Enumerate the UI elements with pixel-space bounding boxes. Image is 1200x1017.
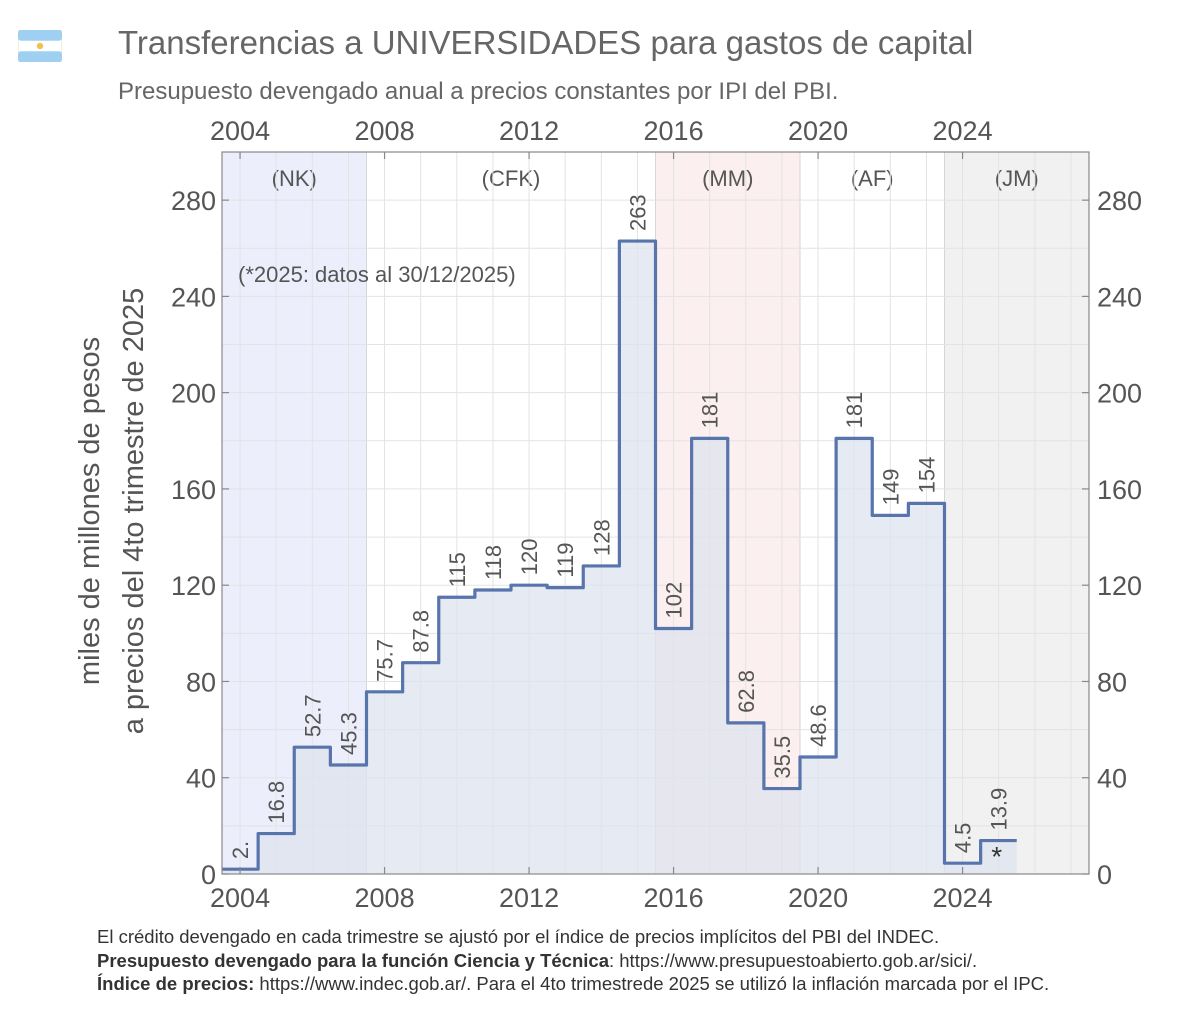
footer-line-1: El crédito devengado en cada trimestre s…	[97, 926, 940, 947]
period-label: (CFK)	[482, 166, 541, 191]
series-area	[222, 239, 1017, 875]
data-label: 4.5	[951, 823, 976, 854]
data-label: 120	[517, 538, 542, 575]
x-tick-label: 2024	[933, 883, 993, 913]
footer-line-2-text: : https://www.presupuestoabierto.gob.ar/…	[608, 949, 978, 971]
y-tick-label: 40	[1097, 764, 1127, 794]
footer-line-2-bold: Presupuesto devengado para la función Ci…	[97, 949, 609, 971]
x-tick-label: 2012	[499, 116, 559, 146]
data-label: 263	[625, 194, 650, 231]
x-tick-label: 2016	[644, 883, 704, 913]
x-tick-label: 2008	[355, 116, 415, 146]
y-tick-label: 0	[1097, 860, 1112, 890]
data-label: 45.3	[336, 712, 361, 755]
footer-notes: El crédito devengado en cada trimestre s…	[97, 925, 1049, 996]
period-label: (MM)	[702, 166, 753, 191]
argentina-flag-icon	[18, 30, 62, 62]
y-tick-label: 240	[171, 282, 216, 312]
data-label: 48.6	[806, 704, 831, 747]
y-tick-label: 120	[171, 571, 216, 601]
x-tick-label: 2012	[499, 883, 559, 913]
y-tick-label: 240	[1097, 282, 1142, 312]
x-tick-label: 2020	[788, 883, 848, 913]
data-label: 52.7	[300, 694, 325, 737]
y-tick-label: 200	[1097, 379, 1142, 409]
y-tick-label: 160	[1097, 475, 1142, 505]
y-tick-label: 200	[171, 379, 216, 409]
data-label: 119	[553, 543, 578, 578]
x-tick-label: 2008	[355, 883, 415, 913]
plot-frame	[221, 151, 1090, 875]
data-label: 16.8	[264, 781, 289, 824]
x-tick-label: 2024	[933, 116, 993, 146]
footer-line-3: Índice de precios: https://www.indec.gob…	[97, 972, 1049, 996]
data-label: 13.9	[987, 788, 1012, 831]
period-label: (JM)	[995, 166, 1039, 191]
y-tick-label: 80	[1097, 667, 1127, 697]
axes: 0 0 40 40 80 80 120 120 160 160 200 200 240 240 280 280…	[171, 116, 1142, 913]
data-label: 181	[842, 392, 867, 429]
y-tick-label: 80	[186, 667, 216, 697]
footer-line-3-bold: Índice de precios:	[97, 973, 255, 994]
chart-subtitle: Presupuesto devengado anual a precios co…	[118, 78, 839, 105]
x-tick-label: 2004	[210, 883, 270, 913]
x-tick-label: 2004	[210, 116, 270, 146]
chart-title: Transferencias a UNIVERSIDADES para gast…	[118, 24, 974, 61]
y-axis-label-line1: miles de millones de pesos	[74, 337, 106, 685]
y-axis-label-line2: a precios del 4to trimestre de 2025	[118, 288, 150, 735]
data-label: 62.8	[734, 670, 759, 713]
x-tick-label: 2020	[788, 116, 848, 146]
data-label: 102	[662, 582, 687, 619]
y-tick-label: 0	[201, 860, 216, 890]
data-labels: 2. 16.8 52.7 45.3 75.7 87.8 115 118 120 119 128 263…	[228, 194, 1012, 872]
data-label: 118	[481, 545, 506, 580]
y-tick-label: 160	[171, 475, 216, 505]
chart-canvas: (NK) (CFK) (MM) (AF) (JM) 2. 16.8 52.7 45.3 75.7…	[74, 116, 1142, 913]
data-label: 149	[878, 469, 903, 506]
x-tick-label: 2016	[644, 116, 704, 146]
y-tick-label: 40	[186, 764, 216, 794]
data-label: 87.8	[409, 610, 434, 653]
period-label: (NK)	[272, 166, 317, 191]
asterisk-mark: *	[991, 841, 1002, 872]
data-label: 2.	[228, 841, 253, 859]
data-label: 115	[445, 552, 470, 587]
data-note: (*2025: datos al 30/12/2025)	[238, 262, 516, 287]
data-label: 154	[914, 457, 939, 494]
footer-line-2: Presupuesto devengado para la función Ci…	[97, 949, 1049, 973]
period-label: (AF)	[851, 166, 894, 191]
y-tick-label: 280	[171, 186, 216, 216]
data-label: 35.5	[770, 736, 795, 779]
footer-line-3-text: https://www.indec.gob.ar/. Para el 4to t…	[254, 973, 1050, 994]
data-label: 75.7	[373, 639, 398, 682]
y-tick-label: 280	[1097, 186, 1142, 216]
series-line	[222, 239, 1017, 871]
data-label: 181	[698, 392, 723, 429]
y-tick-label: 120	[1097, 571, 1142, 601]
period-band	[944, 152, 1089, 874]
data-label: 128	[589, 519, 614, 556]
